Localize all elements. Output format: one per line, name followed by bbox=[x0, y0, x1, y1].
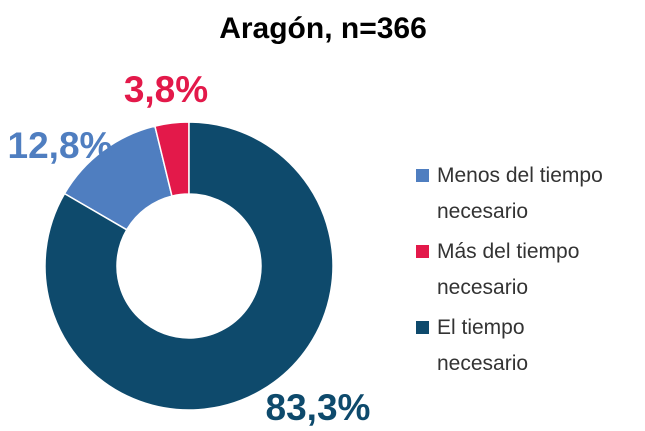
chart-title: Aragón, n=366 bbox=[219, 12, 427, 45]
donut-slice bbox=[44, 121, 334, 411]
legend-label: Más del tiempo necesario bbox=[437, 240, 580, 299]
data-label: 83,3% bbox=[266, 387, 371, 428]
legend-swatch bbox=[416, 245, 429, 258]
legend-label: El tiempo necesario bbox=[437, 316, 529, 375]
data-label: 12,8% bbox=[8, 125, 113, 166]
legend-label: Menos del tiempo necesario bbox=[437, 164, 603, 223]
legend-swatch bbox=[416, 321, 429, 334]
legend-swatch bbox=[416, 169, 429, 182]
data-label: 3,8% bbox=[124, 69, 208, 110]
